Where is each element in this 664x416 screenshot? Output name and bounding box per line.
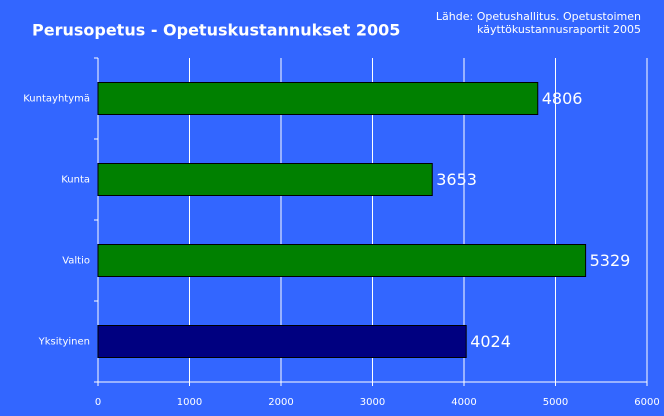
source: käyttökustannusraportit 2005 [477,23,641,36]
bar [97,244,587,277]
y-tick-label: Kunta [61,175,90,186]
y-tick-label: Yksityinen [38,337,90,348]
y-tick-label: Kuntayhtymä [23,94,90,105]
chart-title: Perusopetus - Opetuskustannukset 2005 [32,21,400,40]
value-label: 3653 [436,170,477,189]
x-tick-label: 4000 [451,397,476,408]
x-tick-label: 3000 [360,397,385,408]
x-tick-label: 5000 [543,397,568,408]
x-tick-label: 2000 [268,397,293,408]
x-tick-label: 0 [95,397,101,408]
bar [97,325,467,358]
x-tick-label: 1000 [177,397,202,408]
value-label: 4806 [542,89,583,108]
y-tick-label: Valtio [62,256,90,267]
value-label: 4024 [470,332,511,351]
source: Lähde: Opetushallitus. Opetustoimen [436,10,641,23]
bar [97,163,433,196]
x-tick-label: 6000 [634,397,659,408]
bar [97,82,539,115]
value-label: 5329 [590,251,631,270]
